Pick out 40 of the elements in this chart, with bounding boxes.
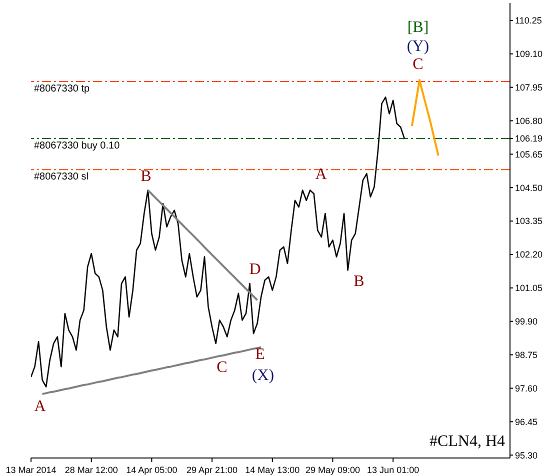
annotation: (X) (252, 366, 274, 386)
x-tick-label: 28 Mar 12:00 (64, 465, 118, 475)
annotation: B (140, 167, 152, 187)
x-tick-label: 13 Jun 01:00 (367, 465, 420, 475)
y-tick-label: 99.90 (515, 316, 538, 327)
y-tick-label: 97.60 (515, 383, 538, 394)
annotation: E (255, 345, 265, 365)
ref-line-label: #8067330 tp (34, 84, 90, 95)
ref-line-label: #8067330 sl (34, 172, 88, 183)
y-tick-label: 102.20 (515, 250, 543, 260)
annotation: A (315, 165, 327, 185)
y-tick-label: 106.19 (515, 134, 543, 144)
annotation: B (354, 272, 364, 292)
y-tick-label: 105.65 (515, 149, 543, 160)
annotation: [B] (407, 18, 429, 38)
x-tick-label: 13 Mar 2014 (6, 465, 56, 475)
ref-line-label: #8067330 buy 0.10 (34, 140, 120, 152)
y-tick-label: 96.45 (515, 416, 538, 427)
line-series (31, 96, 406, 388)
line-series (410, 79, 440, 157)
annotation: C (412, 55, 424, 75)
y-tick-label: 107.95 (515, 82, 543, 93)
x-tick-label: 14 May 13:00 (245, 465, 300, 475)
annotation: C (216, 358, 228, 378)
x-tick-label: 29 May 09:00 (305, 465, 360, 475)
line-series (146, 189, 258, 302)
annotation: (Y) (406, 37, 430, 57)
y-tick-label: 103.35 (515, 216, 543, 226)
y-tick-label: 98.75 (515, 350, 538, 360)
x-tick-label: 14 Apr 05:00 (126, 465, 178, 475)
y-tick-label: 109.10 (515, 49, 543, 60)
y-tick-label: 101.05 (515, 283, 543, 294)
y-tick-label: 106.80 (515, 116, 543, 126)
annotation: A (34, 397, 46, 417)
annotation: #CLN4, H4 (429, 432, 505, 452)
y-tick-label: 104.50 (515, 182, 543, 193)
annotation: D (249, 260, 261, 280)
x-tick-label: 29 Apr 21:00 (186, 465, 238, 475)
y-tick-label: 110.25 (515, 16, 542, 26)
y-tick-label: 95.30 (515, 450, 538, 460)
